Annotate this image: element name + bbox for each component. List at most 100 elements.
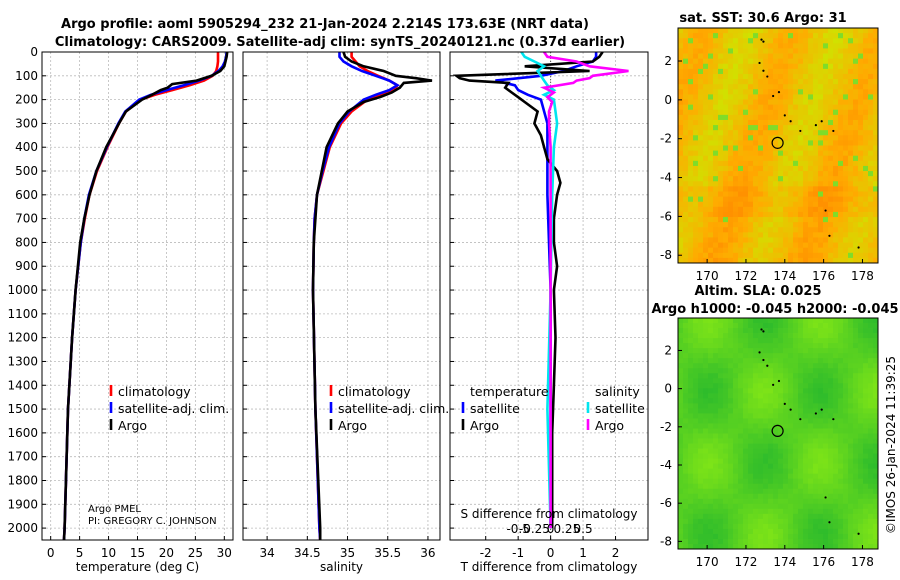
map-cell	[863, 171, 869, 177]
map-cell	[723, 165, 729, 172]
map-cell	[738, 222, 744, 228]
map-cell	[788, 104, 794, 111]
map-cell	[833, 89, 839, 95]
map-x-tick-label: 170	[696, 269, 719, 283]
map-cell	[683, 53, 689, 60]
series-line-argo	[311, 52, 433, 540]
map-cell	[763, 206, 769, 213]
map-cell	[773, 43, 779, 49]
map-cell	[783, 513, 789, 520]
map-cell	[873, 443, 879, 449]
map-cell	[818, 217, 824, 223]
map-cell	[823, 338, 829, 344]
map-cell	[843, 104, 849, 111]
map-cell	[873, 398, 879, 404]
map-cell	[748, 171, 754, 177]
map-cell	[708, 79, 714, 85]
map-cell	[798, 252, 804, 259]
map-y-tick-label: -6	[660, 496, 672, 510]
map-cell	[848, 468, 854, 475]
map-cell	[733, 488, 739, 495]
map-cell	[683, 453, 689, 460]
map-cell	[833, 181, 839, 187]
map-cell	[783, 473, 789, 480]
map-cell	[838, 181, 844, 187]
map-cell	[843, 428, 849, 434]
map-cell	[778, 150, 784, 157]
map-cell	[763, 533, 769, 540]
map-cell	[828, 171, 834, 177]
map-cell	[768, 398, 774, 404]
map-cell	[833, 150, 839, 157]
map-cell	[793, 418, 799, 424]
legend-label: Argo	[470, 418, 499, 433]
map-cell	[728, 63, 734, 70]
map-cell	[828, 328, 834, 334]
map-cell	[803, 513, 809, 520]
map-cell	[738, 403, 744, 409]
map-cell	[788, 38, 794, 44]
map-cell	[718, 63, 724, 70]
map-cell	[763, 443, 769, 449]
map-cell	[678, 119, 684, 126]
map-cell	[793, 458, 799, 465]
map-cell	[823, 523, 829, 530]
map-cell	[763, 48, 769, 54]
map-cell	[743, 473, 749, 480]
series-line-t-argo	[452, 52, 604, 529]
map-cell	[723, 191, 729, 197]
map-cell	[813, 353, 819, 359]
map-cell	[843, 433, 849, 439]
map-cell	[748, 473, 754, 480]
map-cell	[783, 358, 789, 364]
map-cell	[818, 176, 824, 182]
map-cell	[803, 227, 809, 233]
map-cell	[843, 28, 849, 34]
map-cell	[783, 443, 789, 449]
map-cell	[813, 513, 819, 520]
map-cell	[833, 493, 839, 500]
map-cell	[773, 368, 779, 374]
map-cell	[853, 503, 859, 510]
map-cell	[793, 247, 799, 254]
map-cell	[753, 373, 759, 379]
imos-watermark: ©IMOS 26-Jan-2024 11:39:25	[884, 356, 898, 534]
map-cell	[848, 130, 854, 136]
map-cell	[863, 363, 869, 369]
map-cell	[713, 338, 719, 344]
map-cell	[793, 478, 799, 485]
map-cell	[858, 196, 864, 203]
map-cell	[828, 358, 834, 364]
map-cell	[753, 518, 759, 525]
map-cell	[843, 38, 849, 44]
map-cell	[703, 383, 709, 389]
map-cell	[813, 498, 819, 505]
map-cell	[708, 186, 714, 192]
map-cell	[683, 104, 689, 111]
map-cell	[828, 463, 834, 470]
map-cell	[773, 109, 779, 116]
map-cell	[703, 38, 709, 44]
x-tick-label: 25	[188, 546, 203, 560]
map-cell	[788, 196, 794, 203]
map-cell	[728, 247, 734, 254]
map-cell	[718, 338, 724, 344]
map-cell	[848, 493, 854, 500]
map-cell	[753, 428, 759, 434]
map-cell	[803, 222, 809, 228]
map-cell	[803, 413, 809, 419]
map-cell	[713, 58, 719, 65]
map-cell	[848, 217, 854, 223]
map-cell	[763, 43, 769, 49]
map-cell	[803, 145, 809, 152]
s-tick-label: -0.5	[506, 522, 529, 536]
map-cell	[818, 358, 824, 364]
map-cell	[723, 348, 729, 354]
map-cell	[803, 473, 809, 480]
map-cell	[843, 53, 849, 60]
map-cell	[813, 508, 819, 515]
map-cell	[773, 58, 779, 65]
map-cell	[803, 114, 809, 121]
map-cell	[678, 498, 684, 505]
map-cell	[693, 413, 699, 419]
